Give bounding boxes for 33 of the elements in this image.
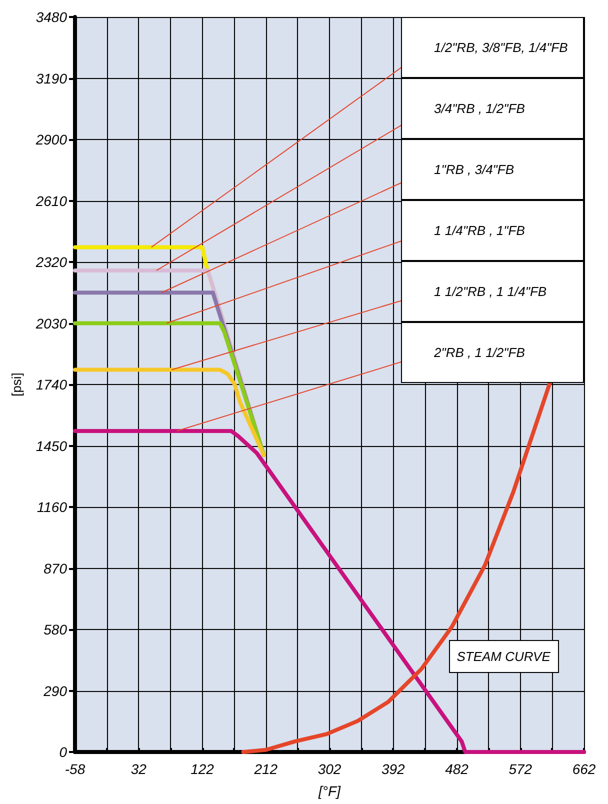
x-tick-label: 32 bbox=[130, 761, 147, 777]
y-tick-label: 1450 bbox=[36, 438, 68, 454]
y-tick-label: 2030 bbox=[34, 315, 68, 332]
y-axis-title: [psi] bbox=[9, 372, 24, 396]
y-tick-label: 290 bbox=[42, 682, 68, 699]
y-tick-label: 3480 bbox=[36, 9, 68, 25]
line-series bbox=[241, 380, 552, 754]
y-tick-label: 1160 bbox=[36, 499, 68, 515]
label-box: 2"RB , 1 1/2"FB bbox=[401, 322, 584, 383]
label-box: 1 1/2"RB , 1 1/4"FB bbox=[401, 261, 584, 322]
y-tick-label: 2900 bbox=[34, 132, 68, 148]
x-tick-label: 572 bbox=[508, 761, 532, 777]
series-label: STEAM CURVE bbox=[456, 648, 550, 664]
y-tick-label: 580 bbox=[44, 622, 68, 638]
y-tick-label: 870 bbox=[44, 560, 68, 576]
y-tick-label: 3190 bbox=[36, 70, 68, 86]
label-box: 1 1/4"RB , 1"FB bbox=[401, 200, 584, 261]
label-box: 1/2"RB, 3/8"FB, 1/4"FB bbox=[401, 17, 584, 78]
y-tick-label: 0 bbox=[59, 744, 68, 760]
y-tick-label: 1740 bbox=[36, 376, 68, 392]
x-axis-title: [°F] bbox=[318, 783, 342, 799]
x-tick-label: 392 bbox=[381, 761, 406, 777]
x-tick-label: 122 bbox=[190, 761, 214, 777]
x-tick-label: 212 bbox=[253, 761, 278, 777]
x-tick-label: 302 bbox=[318, 761, 342, 777]
y-tick-label: 2320 bbox=[34, 254, 68, 270]
label-box: 1"RB , 3/4"FB bbox=[401, 139, 584, 200]
line-series bbox=[73, 368, 266, 458]
y-tick-label: 2610 bbox=[34, 192, 68, 209]
x-tick-label: 662 bbox=[572, 761, 596, 777]
label-box: 3/4"RB , 1/2"FB bbox=[401, 78, 584, 139]
x-tick-label: 482 bbox=[445, 761, 469, 777]
x-tick-label: -58 bbox=[64, 761, 86, 777]
